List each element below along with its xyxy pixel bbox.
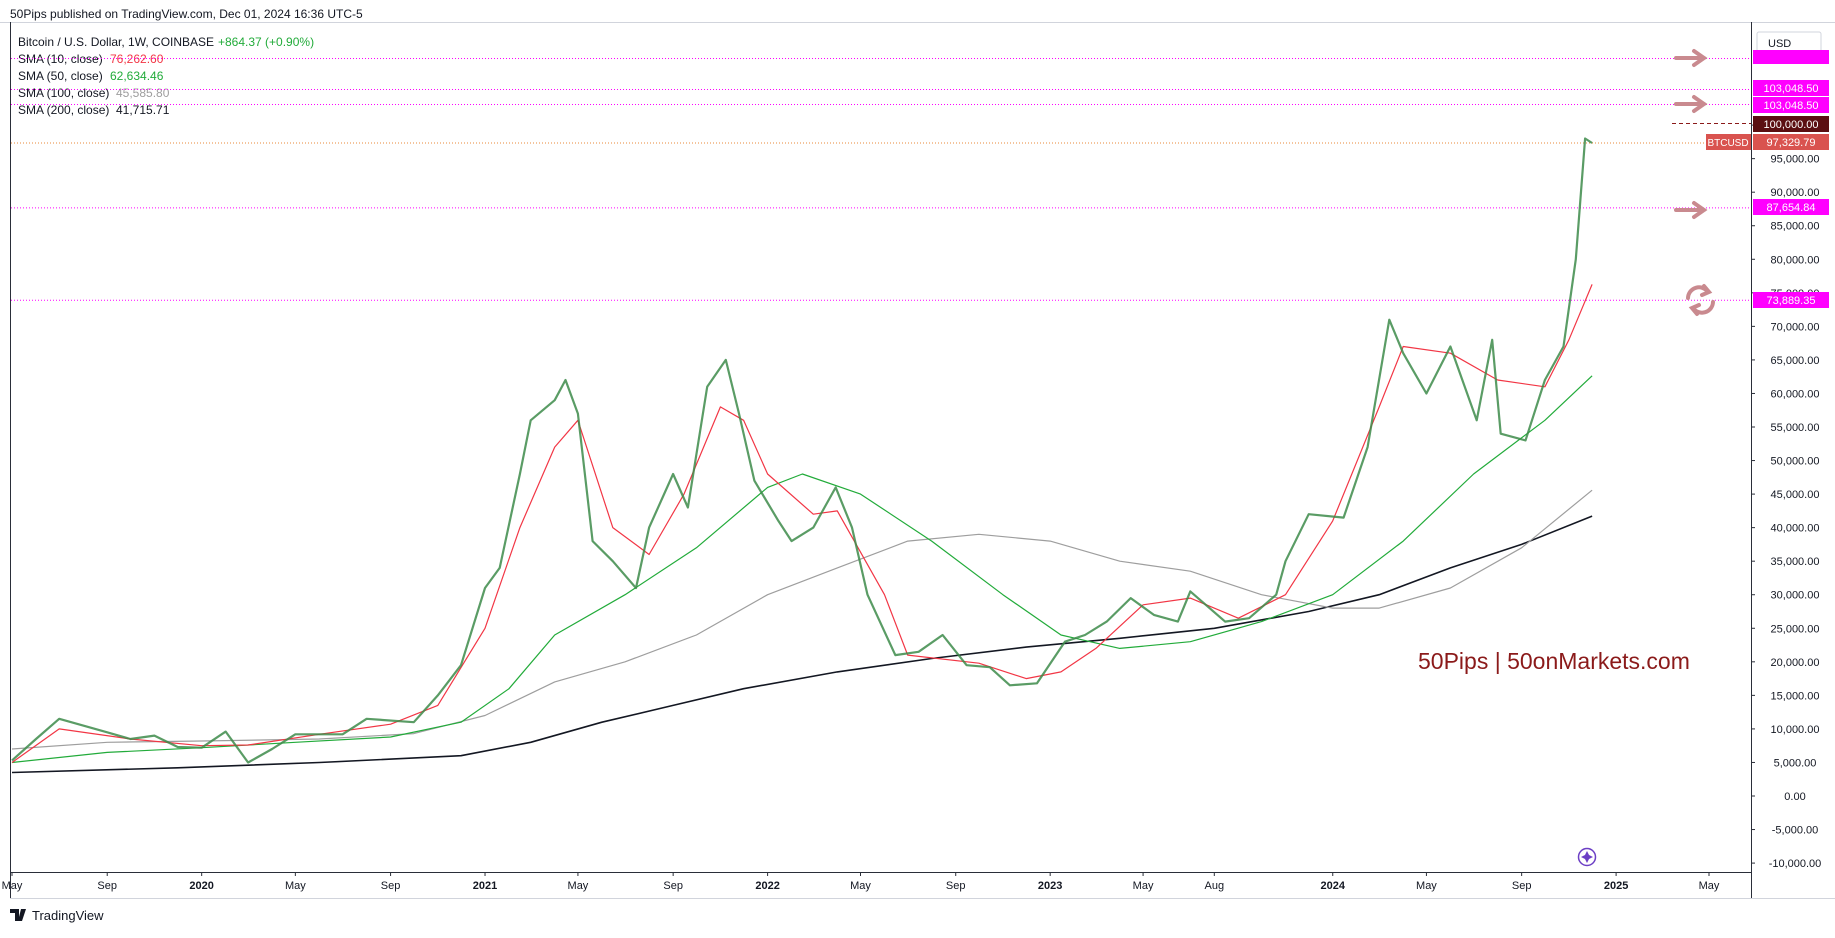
x-tick-label: 2021 — [473, 880, 497, 892]
y-tick-label: 15,000.00 — [1771, 690, 1820, 702]
badge-btcusd-tag — [1706, 134, 1751, 150]
y-tick-label: 25,000.00 — [1771, 623, 1820, 635]
x-tick-label: Sep — [1512, 880, 1532, 892]
badge-103048-b-text: 103,048.50 — [1763, 100, 1818, 112]
y-tick-label: 40,000.00 — [1771, 523, 1820, 535]
legend-sma50-label: SMA (50, close) — [18, 69, 103, 83]
badge-87654-text: 87,654.84 — [1767, 202, 1816, 214]
legend-symbol: Bitcoin / U.S. Dollar, 1W, COINBASE — [18, 35, 214, 49]
x-tick-label: Sep — [663, 880, 683, 892]
x-tick-label: Sep — [946, 880, 966, 892]
x-tick-label: Aug — [1205, 880, 1225, 892]
time-axis-ticks: May Sep 2020 May Sep 2021 May Sep 2022 May Sep 2023… — [2, 872, 1720, 892]
chart-legend: Bitcoin / U.S. Dollar, 1W, COINBASE +864… — [18, 35, 314, 117]
y-tick-label: 90,000.00 — [1771, 187, 1820, 199]
legend-change: +864.37 (+0.90%) — [218, 35, 314, 49]
y-tick-label: 70,000.00 — [1771, 321, 1820, 333]
y-tick-label: 45,000.00 — [1771, 489, 1820, 501]
badge-103048-b — [1753, 97, 1829, 113]
badge-100000 — [1753, 116, 1829, 132]
y-tick-label: 10,000.00 — [1771, 724, 1820, 736]
series-lines — [11, 137, 1593, 774]
legend-sma50-value: 62,634.46 — [110, 69, 164, 83]
y-tick-label: 55,000.00 — [1771, 422, 1820, 434]
x-tick-label: Sep — [97, 880, 117, 892]
arrow-right-icon[interactable] — [1674, 201, 1708, 219]
sma-line-200 — [11, 515, 1593, 774]
tradingview-logo[interactable]: TradingView — [10, 908, 104, 923]
price-badges: 103,048.50 103,048.50 100,000.00 BTCUSD … — [1706, 50, 1829, 308]
badge-btcusd — [1753, 134, 1829, 150]
y-tick-label: 20,000.00 — [1771, 657, 1820, 669]
x-tick-label: 2025 — [1604, 880, 1628, 892]
currency-label: USD — [1768, 38, 1791, 50]
y-tick-label: 0.00 — [1784, 791, 1805, 803]
x-tick-label: 2024 — [1321, 880, 1346, 892]
badge-100000-text: 100,000.00 — [1763, 119, 1818, 131]
badge-103048-a — [1753, 80, 1829, 96]
x-tick-label: May — [1699, 880, 1720, 892]
y-tick-label: 95,000.00 — [1771, 154, 1820, 166]
badge-73889 — [1753, 292, 1829, 308]
y-tick-label: 65,000.00 — [1771, 355, 1820, 367]
legend-sma100-label: SMA (100, close) — [18, 86, 109, 100]
tradingview-logo-icon — [10, 909, 26, 921]
legend-sma10-label: SMA (10, close) — [18, 52, 103, 66]
legend-sma200-label: SMA (200, close) — [18, 103, 109, 117]
y-tick-label: 5,000.00 — [1774, 757, 1817, 769]
refresh-icon[interactable] — [1686, 284, 1715, 316]
x-tick-label: May — [1133, 880, 1154, 892]
badge-btcusd-tag-text: BTCUSD — [1707, 138, 1748, 149]
x-tick-label: 2023 — [1038, 880, 1062, 892]
tradingview-logo-text: TradingView — [32, 908, 104, 923]
y-tick-label: -5,000.00 — [1772, 825, 1818, 837]
arrow-right-icon[interactable] — [1674, 49, 1708, 67]
x-tick-label: May — [285, 880, 306, 892]
y-tick-label: 35,000.00 — [1771, 556, 1820, 568]
arrow-right-icon[interactable] — [1674, 95, 1708, 113]
published-text: 50Pips published on TradingView.com, Dec… — [10, 7, 363, 21]
x-tick-label: May — [568, 880, 589, 892]
x-tick-label: Sep — [381, 880, 401, 892]
legend-sma100-value: 45,585.80 — [116, 86, 170, 100]
x-tick-label: 2020 — [189, 880, 213, 892]
badge-top-partial — [1753, 50, 1829, 64]
y-tick-label: -10,000.00 — [1769, 858, 1822, 870]
y-tick-label: 85,000.00 — [1771, 221, 1820, 233]
y-tick-label: 30,000.00 — [1771, 590, 1820, 602]
price-line — [11, 137, 1593, 764]
badge-btcusd-text: 97,329.79 — [1767, 137, 1816, 149]
legend-sma200-value: 41,715.71 — [116, 103, 170, 117]
badge-73889-text: 73,889.35 — [1767, 295, 1816, 307]
sma-line-50 — [11, 375, 1593, 764]
sma-line-100 — [11, 489, 1593, 750]
y-tick-label: 50,000.00 — [1771, 456, 1820, 468]
y-tick-label: 80,000.00 — [1771, 254, 1820, 266]
horizontal-levels — [11, 58, 1750, 301]
x-tick-label: May — [2, 880, 23, 892]
target-icon[interactable] — [1577, 847, 1597, 867]
x-tick-label: May — [1416, 880, 1437, 892]
y-tick-label: 60,000.00 — [1771, 388, 1820, 400]
badge-103048-a-text: 103,048.50 — [1763, 83, 1818, 95]
badge-87654 — [1753, 199, 1829, 215]
x-tick-label: 2022 — [755, 880, 779, 892]
legend-sma10-value: 76,262.60 — [110, 52, 164, 66]
x-tick-label: May — [850, 880, 871, 892]
watermark-text: 50Pips | 50onMarkets.com — [1418, 648, 1690, 674]
